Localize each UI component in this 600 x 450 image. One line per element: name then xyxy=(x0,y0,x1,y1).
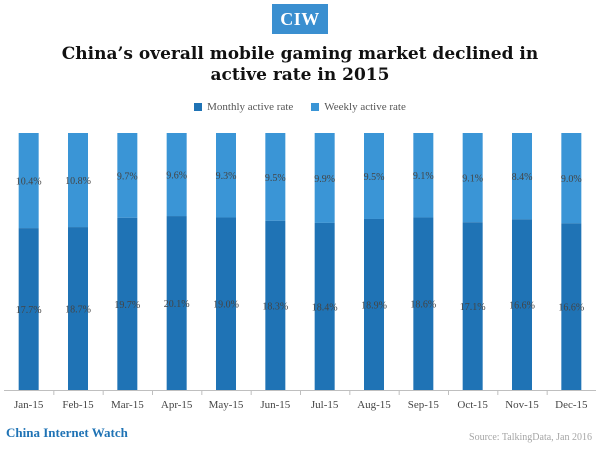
x-tick-label-Oct-15: Oct-15 xyxy=(457,399,488,411)
x-tick-label-Jun-15: Jun-15 xyxy=(260,399,290,411)
bar-monthly-Jun-15 xyxy=(265,220,286,390)
data-label-weekly-Dec-15: 9.0% xyxy=(561,174,582,185)
chart-legend: Monthly active rate Weekly active rate xyxy=(0,101,600,113)
legend-swatch-monthly xyxy=(194,103,203,111)
chart-title: China’s overall mobile gaming market dec… xyxy=(40,44,560,86)
bar-weekly-Sep-15 xyxy=(413,133,434,218)
data-label-monthly-Mar-15: 19.7% xyxy=(114,300,140,311)
legend-item-monthly: Monthly active rate xyxy=(194,101,293,113)
bar-weekly-Jan-15 xyxy=(18,133,39,229)
legend-swatch-weekly xyxy=(311,103,320,111)
bar-weekly-Feb-15 xyxy=(68,133,88,228)
data-label-weekly-Jan-15: 10.4% xyxy=(16,177,42,188)
x-tick-label-Apr-15: Apr-15 xyxy=(161,399,193,411)
data-label-monthly-May-15: 19.0% xyxy=(213,300,239,311)
data-label-weekly-Jul-15: 9.9% xyxy=(314,174,335,185)
ciw-logo: CIW xyxy=(272,4,328,34)
data-label-weekly-Sep-15: 9.1% xyxy=(413,171,434,182)
bar-monthly-Dec-15 xyxy=(561,223,582,390)
bar-weekly-Jul-15 xyxy=(314,133,335,223)
data-label-weekly-Oct-15: 9.1% xyxy=(462,174,483,185)
bar-monthly-Feb-15 xyxy=(68,227,88,390)
bar-weekly-Dec-15 xyxy=(561,133,582,224)
x-tick-label-Sep-15: Sep-15 xyxy=(408,399,440,411)
data-label-monthly-Nov-15: 16.6% xyxy=(509,301,535,312)
x-tick-label-Jan-15: Jan-15 xyxy=(14,399,44,411)
bar-monthly-Jan-15 xyxy=(18,228,39,390)
bar-weekly-Oct-15 xyxy=(462,133,483,223)
data-label-monthly-Apr-15: 20.1% xyxy=(164,299,190,310)
x-tick-label-Jul-15: Jul-15 xyxy=(311,399,339,411)
x-tick-label-Mar-15: Mar-15 xyxy=(111,399,144,411)
bar-monthly-Apr-15 xyxy=(166,216,187,390)
bar-weekly-Mar-15 xyxy=(117,133,138,218)
data-label-monthly-Aug-15: 18.9% xyxy=(361,300,387,311)
bar-weekly-Nov-15 xyxy=(512,133,532,220)
legend-item-weekly: Weekly active rate xyxy=(311,101,406,113)
bar-weekly-Aug-15 xyxy=(364,133,384,219)
footer-brand: China Internet Watch xyxy=(6,425,128,440)
x-tick-label-Dec-15: Dec-15 xyxy=(555,399,588,411)
legend-label-monthly: Monthly active rate xyxy=(207,101,294,113)
data-label-weekly-May-15: 9.3% xyxy=(216,171,237,182)
chart-title-line-2: active rate in 2015 xyxy=(210,65,390,85)
x-tick-label-Aug-15: Aug-15 xyxy=(357,399,391,411)
data-label-monthly-Jun-15: 18.3% xyxy=(262,301,288,312)
data-label-monthly-Jul-15: 18.4% xyxy=(312,302,338,313)
data-label-weekly-Aug-15: 9.5% xyxy=(364,172,385,183)
bar-monthly-Mar-15 xyxy=(117,217,138,390)
bar-weekly-Apr-15 xyxy=(166,133,187,217)
data-label-weekly-Jun-15: 9.5% xyxy=(265,173,286,184)
data-label-weekly-Mar-15: 9.7% xyxy=(117,171,138,182)
x-tick-label-May-15: May-15 xyxy=(209,399,244,411)
data-label-weekly-Apr-15: 9.6% xyxy=(166,171,187,182)
bar-monthly-Aug-15 xyxy=(364,218,384,390)
bar-weekly-Jun-15 xyxy=(265,133,286,221)
data-label-monthly-Jan-15: 17.7% xyxy=(16,305,42,316)
data-label-monthly-Sep-15: 18.6% xyxy=(410,300,436,311)
bar-monthly-Nov-15 xyxy=(512,219,532,390)
bar-weekly-May-15 xyxy=(216,133,236,218)
data-label-monthly-Feb-15: 18.7% xyxy=(65,305,91,316)
bar-monthly-Jul-15 xyxy=(314,222,335,390)
bar-monthly-Sep-15 xyxy=(413,217,434,390)
x-tick-label-Nov-15: Nov-15 xyxy=(505,399,539,411)
footer-source: Source: TalkingData, Jan 2016 xyxy=(469,432,592,443)
data-label-monthly-Oct-15: 17.1% xyxy=(460,302,486,313)
x-tick-label-Feb-15: Feb-15 xyxy=(62,399,94,411)
data-label-weekly-Feb-15: 10.8% xyxy=(65,176,91,187)
bar-monthly-Oct-15 xyxy=(462,222,483,390)
legend-label-weekly: Weekly active rate xyxy=(324,101,406,113)
data-label-monthly-Dec-15: 16.6% xyxy=(558,303,584,314)
data-label-weekly-Nov-15: 8.4% xyxy=(512,172,533,183)
bar-monthly-May-15 xyxy=(216,217,236,390)
chart-title-line-1: China’s overall mobile gaming market dec… xyxy=(61,44,539,64)
